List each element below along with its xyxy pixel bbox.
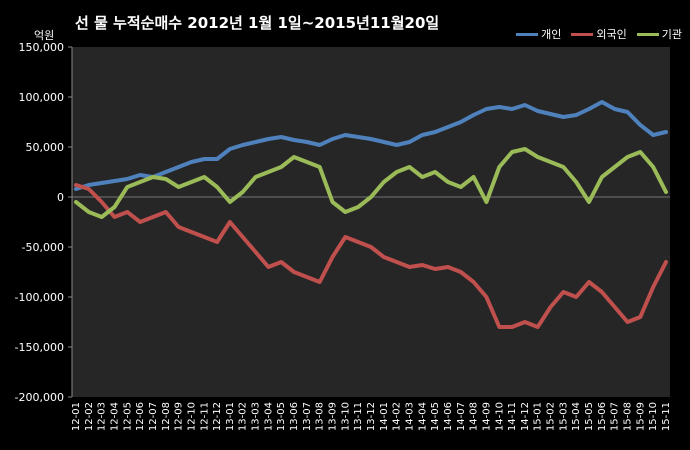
series-line-institution: [74, 147, 668, 219]
chart-legend: 개인 외국인 기관: [516, 26, 682, 42]
x-tick-label: 14-03: [404, 402, 415, 431]
x-tick-label: 15-09: [635, 402, 646, 431]
x-tick-label: 13-03: [251, 402, 262, 431]
legend-label-individual: 개인: [541, 28, 562, 41]
legend-item-foreign: 외국인: [571, 26, 627, 42]
legend-swatch-foreign: [571, 32, 594, 36]
x-tick-label: 12-10: [186, 402, 197, 431]
legend-swatch-individual: [516, 32, 539, 36]
y-tick-label: 50,000: [26, 141, 65, 154]
series-line-individual: [74, 100, 668, 191]
y-tick-label: -100,000: [15, 291, 64, 304]
x-tick-label: 14-04: [417, 402, 428, 431]
x-tick-label: 12-08: [161, 402, 172, 431]
x-tick-label: 12-05: [122, 402, 133, 431]
y-tick-label: 150,000: [19, 41, 65, 54]
x-tick-label: 15-04: [571, 402, 582, 431]
y-tick-label: -50,000: [22, 241, 64, 254]
y-axis-unit-label: 억원: [34, 29, 55, 42]
x-tick-label: 12-11: [199, 402, 210, 431]
x-tick-label: 15-08: [623, 402, 634, 431]
x-tick-label: 13-12: [366, 402, 377, 431]
y-tick-label: -200,000: [15, 391, 64, 404]
x-tick-label: 13-02: [238, 402, 249, 431]
x-tick-label: 13-11: [353, 402, 364, 431]
x-tick-label: 13-08: [315, 402, 326, 431]
y-tick-label: -150,000: [15, 341, 64, 354]
legend-item-individual: 개인: [516, 26, 561, 42]
x-tick-label: 15-06: [597, 402, 608, 431]
x-tick-label: 15-01: [533, 402, 544, 431]
x-tick-label: 12-07: [148, 402, 159, 431]
x-tick-label: 15-02: [546, 402, 557, 431]
x-tick-label: 14-02: [392, 402, 403, 431]
x-tick-label: 12-01: [71, 402, 82, 431]
x-tick-label: 15-07: [610, 402, 621, 431]
x-tick-label: 13-06: [289, 402, 300, 431]
legend-item-institution: 기관: [636, 26, 682, 42]
x-tick-label: 13-05: [276, 402, 287, 431]
x-tick-label: 12-03: [97, 402, 108, 431]
x-tick-label: 12-09: [174, 402, 185, 431]
x-tick-label: 13-09: [328, 402, 339, 431]
chart-title: 선 물 누적순매수 2012년 1월 1일~2015년11월20일: [75, 14, 440, 32]
x-tick-label: 14-07: [456, 402, 467, 431]
x-tick-label: 13-07: [302, 402, 313, 431]
x-tick-label: 14-01: [379, 402, 390, 431]
x-tick-label: 14-08: [469, 402, 480, 431]
x-tick-label: 14-06: [443, 402, 454, 431]
x-tick-label: 13-10: [340, 402, 351, 431]
y-tick-label: 100,000: [19, 91, 65, 104]
legend-label-foreign: 외국인: [596, 28, 627, 41]
x-tick-label: 15-05: [584, 402, 595, 431]
series-line-foreign: [74, 183, 668, 329]
x-tick-label: 15-11: [661, 402, 672, 431]
x-tick-label: 14-09: [481, 402, 492, 431]
x-tick-label: 12-12: [212, 402, 223, 431]
legend-label-institution: 기관: [661, 28, 682, 41]
x-tick-label: 15-10: [648, 402, 659, 431]
x-tick-label: 14-05: [430, 402, 441, 431]
x-tick-label: 14-11: [507, 402, 518, 431]
y-tick-label: 0: [57, 191, 64, 204]
x-tick-label: 12-06: [135, 402, 146, 431]
x-tick-label: 15-03: [558, 402, 569, 431]
x-tick-label: 12-02: [84, 402, 95, 431]
x-tick-label: 13-04: [263, 402, 274, 431]
legend-swatch-institution: [636, 32, 659, 36]
x-tick-label: 12-04: [109, 402, 120, 431]
x-tick-label: 13-01: [225, 402, 236, 431]
plot-area: [72, 47, 670, 397]
x-tick-label: 14-12: [520, 402, 531, 431]
x-tick-label: 14-10: [494, 402, 505, 431]
